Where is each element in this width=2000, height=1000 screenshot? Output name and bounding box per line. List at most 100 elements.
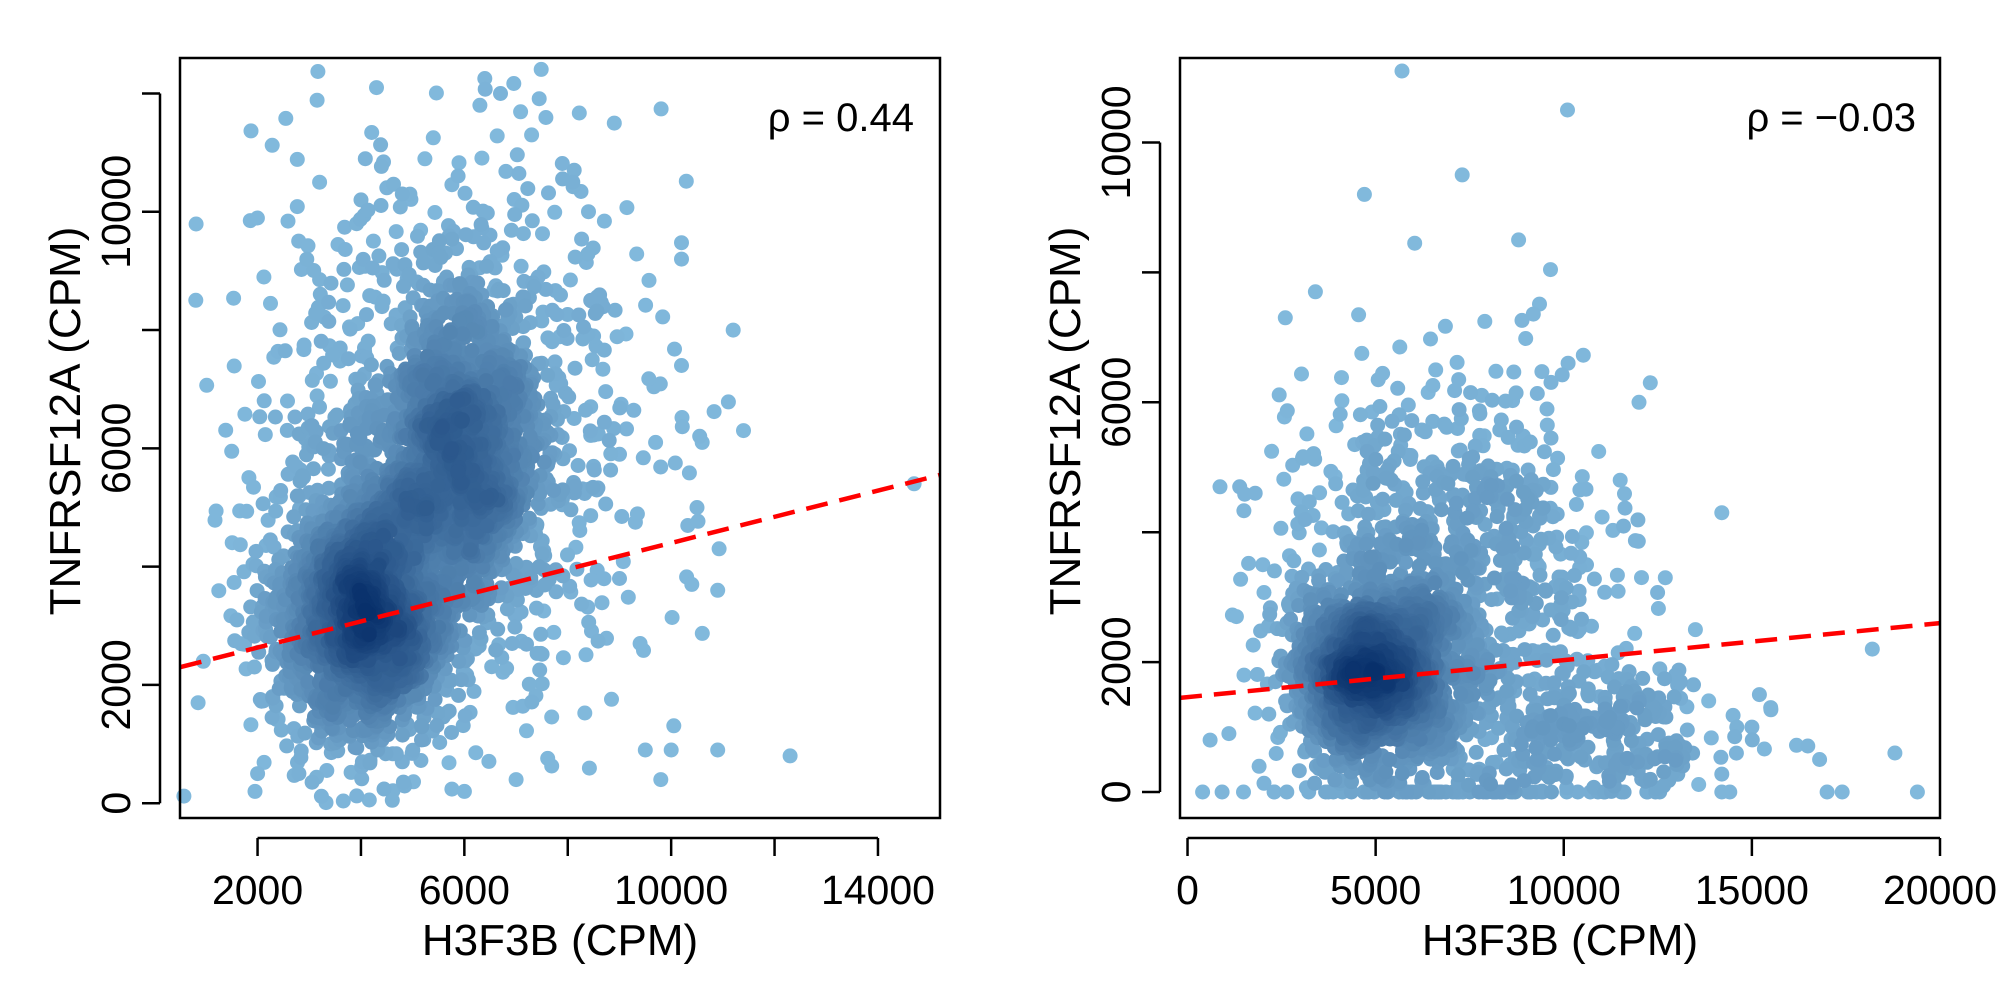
data-points bbox=[176, 61, 922, 811]
data-point bbox=[1454, 167, 1470, 183]
data-point bbox=[299, 251, 315, 267]
data-point bbox=[232, 537, 248, 553]
data-point bbox=[596, 213, 612, 229]
data-point bbox=[499, 601, 515, 617]
data-point bbox=[490, 369, 506, 385]
data-point bbox=[1580, 681, 1596, 697]
data-point bbox=[498, 163, 514, 179]
data-point bbox=[533, 61, 549, 77]
data-point bbox=[545, 396, 561, 412]
data-point bbox=[541, 185, 556, 201]
data-point bbox=[674, 358, 689, 373]
data-point bbox=[736, 423, 751, 439]
data-point bbox=[280, 213, 296, 229]
data-point bbox=[521, 676, 537, 692]
data-point bbox=[629, 506, 645, 522]
data-point bbox=[451, 653, 467, 669]
data-point bbox=[249, 210, 265, 226]
data-point bbox=[544, 709, 560, 725]
data-point bbox=[1472, 406, 1488, 422]
data-point bbox=[1714, 784, 1730, 800]
data-point bbox=[457, 185, 473, 201]
data-point bbox=[309, 388, 325, 404]
data-point bbox=[1819, 784, 1835, 800]
data-point bbox=[267, 409, 283, 425]
data-point bbox=[584, 352, 600, 368]
data-point bbox=[1629, 700, 1645, 716]
data-point bbox=[271, 681, 287, 696]
data-point bbox=[443, 441, 459, 457]
data-point bbox=[489, 243, 505, 259]
data-point bbox=[479, 489, 495, 505]
data-point bbox=[508, 556, 524, 571]
data-point bbox=[1547, 746, 1562, 762]
data-point bbox=[489, 128, 505, 144]
data-point bbox=[306, 263, 322, 278]
data-point bbox=[1561, 718, 1577, 734]
data-point bbox=[535, 226, 550, 242]
data-point bbox=[273, 483, 289, 498]
data-point bbox=[1617, 486, 1632, 502]
data-point bbox=[503, 222, 519, 238]
data-point bbox=[1221, 726, 1237, 742]
data-point bbox=[1514, 312, 1530, 328]
data-point bbox=[637, 742, 653, 758]
data-point bbox=[243, 123, 259, 139]
data-point bbox=[456, 783, 472, 799]
data-point bbox=[612, 571, 627, 586]
data-point bbox=[563, 502, 579, 518]
data-point bbox=[653, 101, 669, 117]
data-point bbox=[295, 468, 310, 484]
data-point bbox=[540, 750, 556, 766]
data-point bbox=[248, 543, 264, 559]
data-point bbox=[218, 422, 234, 438]
data-point bbox=[325, 699, 341, 715]
data-point bbox=[279, 422, 295, 438]
data-point bbox=[619, 421, 634, 437]
data-point bbox=[430, 478, 446, 494]
data-point bbox=[208, 503, 224, 519]
data-point bbox=[710, 742, 726, 758]
data-point bbox=[490, 621, 506, 637]
data-point bbox=[280, 393, 295, 409]
data-point bbox=[1703, 730, 1719, 746]
data-point bbox=[1864, 641, 1880, 657]
data-point bbox=[329, 407, 345, 423]
data-point bbox=[1486, 570, 1502, 586]
data-point bbox=[1535, 720, 1551, 736]
data-point bbox=[1297, 512, 1313, 527]
data-point bbox=[226, 290, 242, 306]
data-point bbox=[321, 313, 337, 329]
data-point bbox=[466, 574, 481, 590]
data-point bbox=[674, 419, 690, 435]
data-point bbox=[684, 576, 700, 592]
x-axis: 2000 6000 10000 14000 bbox=[212, 836, 935, 913]
data-point bbox=[247, 783, 263, 799]
data-point bbox=[578, 402, 593, 418]
data-point bbox=[1334, 370, 1349, 386]
data-point bbox=[471, 625, 487, 641]
data-point bbox=[502, 375, 518, 391]
data-point bbox=[1560, 102, 1575, 118]
data-point bbox=[594, 595, 610, 611]
data-point bbox=[1619, 750, 1635, 766]
data-point bbox=[310, 64, 326, 79]
data-point bbox=[1543, 262, 1558, 278]
data-point bbox=[478, 373, 494, 389]
data-point bbox=[1365, 475, 1381, 491]
data-point bbox=[1417, 424, 1433, 440]
data-point bbox=[632, 636, 648, 651]
data-point bbox=[574, 596, 590, 612]
data-point bbox=[415, 255, 431, 271]
data-point bbox=[444, 781, 460, 797]
data-point bbox=[304, 372, 320, 388]
data-point bbox=[246, 659, 262, 675]
data-point bbox=[1627, 625, 1643, 641]
data-point bbox=[1307, 775, 1323, 791]
data-point bbox=[1586, 571, 1602, 587]
data-point bbox=[1528, 740, 1544, 756]
data-point bbox=[239, 503, 255, 519]
data-point bbox=[364, 125, 380, 140]
data-point bbox=[1594, 509, 1610, 525]
data-point bbox=[548, 584, 564, 600]
